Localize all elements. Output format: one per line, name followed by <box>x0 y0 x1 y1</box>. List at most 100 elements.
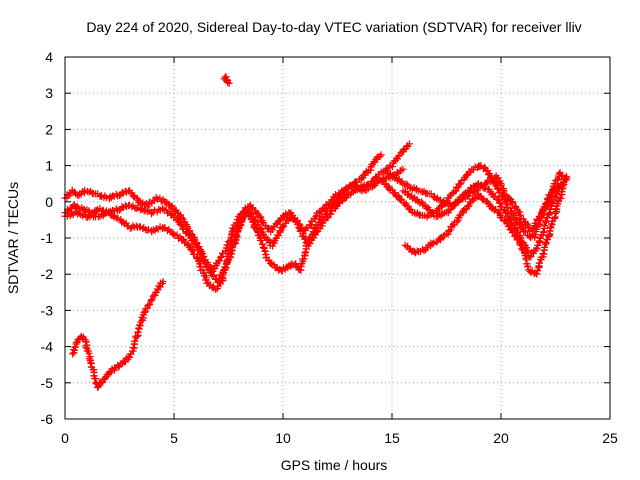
data-point-marker <box>537 213 545 221</box>
data-point-marker <box>464 203 472 211</box>
data-point-marker <box>360 171 368 179</box>
data-point-marker <box>148 295 156 303</box>
data-point-marker <box>445 227 453 235</box>
data-point-marker <box>297 226 305 234</box>
y-tick-label: -1 <box>41 230 54 246</box>
y-tick-label: -4 <box>41 339 54 355</box>
data-point-marker <box>399 165 407 173</box>
data-point-marker <box>524 248 532 256</box>
data-point-marker <box>300 255 308 263</box>
data-point-marker <box>502 219 510 227</box>
data-point-marker <box>495 208 503 216</box>
y-tick-label: -6 <box>41 411 54 427</box>
data-point-marker <box>189 247 197 255</box>
data-point-marker <box>512 203 520 211</box>
data-point-marker <box>415 211 423 219</box>
data-point-marker <box>517 241 525 249</box>
data-point-marker <box>530 225 538 233</box>
data-point-marker <box>558 185 566 193</box>
data-point-marker <box>494 195 502 203</box>
data-point-marker <box>372 179 380 187</box>
data-point-marker <box>178 214 186 222</box>
data-point-marker <box>469 189 477 197</box>
y-tick-label: -2 <box>41 266 54 282</box>
data-point-marker <box>134 328 142 336</box>
data-point-marker <box>249 218 257 226</box>
data-point-marker <box>232 230 240 238</box>
data-point-marker <box>412 210 420 218</box>
data-point-marker <box>533 245 541 253</box>
data-point-marker <box>101 374 109 382</box>
data-point-marker <box>257 236 265 244</box>
data-point-marker <box>525 224 533 232</box>
data-point-marker <box>532 219 540 227</box>
y-tick-label: 1 <box>45 158 53 174</box>
y-axis-label: SDTVAR / TECUs <box>5 182 21 294</box>
x-tick-label: 20 <box>493 430 509 446</box>
data-point-marker <box>328 203 336 211</box>
data-point-marker <box>402 180 410 188</box>
x-tick-label: 10 <box>275 430 291 446</box>
data-point-marker <box>419 188 427 196</box>
data-point-marker <box>422 189 430 197</box>
data-point-marker <box>84 212 92 220</box>
data-point-marker <box>159 277 167 285</box>
x-tick-label: 15 <box>384 430 400 446</box>
data-point-marker <box>453 218 461 226</box>
data-point-marker <box>514 235 522 243</box>
data-point-marker <box>115 192 123 200</box>
data-point-marker <box>417 198 425 206</box>
axis-ticks: 0 5 10 15 20 25 -6 -5 -4 -3 -2 -1 0 1 2 3 4 <box>41 49 618 446</box>
data-point-marker <box>554 180 562 188</box>
data-point-marker <box>456 180 464 188</box>
data-point-marker <box>146 300 154 308</box>
y-tick-label: -3 <box>41 302 54 318</box>
data-point-marker <box>562 172 570 180</box>
data-point-marker <box>147 297 155 305</box>
data-point-marker <box>526 253 534 261</box>
data-point-marker <box>226 244 234 252</box>
y-tick-label: 0 <box>45 194 53 210</box>
data-point-marker <box>541 243 549 251</box>
data-point-marker <box>455 197 463 205</box>
data-point-marker <box>115 206 123 214</box>
x-tick-label: 0 <box>61 430 69 446</box>
data-point-marker <box>545 209 553 217</box>
y-tick-label: 4 <box>45 49 53 65</box>
x-tick-label: 25 <box>602 430 618 446</box>
data-point-marker <box>513 216 521 224</box>
data-point-marker <box>304 239 312 247</box>
data-point-marker <box>74 210 82 218</box>
x-tick-label: 5 <box>170 430 178 446</box>
data-point-marker <box>114 361 122 369</box>
y-tick-label: 2 <box>45 121 53 137</box>
data-point-marker <box>258 240 266 248</box>
data-points <box>61 73 571 392</box>
data-point-marker <box>215 257 223 265</box>
data-point-marker <box>536 259 544 267</box>
data-point-marker <box>506 215 514 223</box>
data-point-marker <box>244 209 252 217</box>
data-point-marker <box>541 222 549 230</box>
data-point-marker <box>148 210 156 218</box>
data-point-marker <box>94 384 102 392</box>
data-point-marker <box>178 221 186 229</box>
y-tick-label: 3 <box>45 85 53 101</box>
data-point-marker <box>133 332 141 340</box>
data-point-marker <box>87 359 95 367</box>
data-point-marker <box>383 165 391 173</box>
data-point-marker <box>132 222 140 230</box>
data-point-marker <box>252 226 260 234</box>
data-point-marker <box>223 76 231 84</box>
data-point-marker <box>310 225 318 233</box>
data-point-marker <box>544 198 552 206</box>
data-point-marker <box>69 350 77 358</box>
data-point-marker <box>221 73 229 81</box>
data-point-marker <box>88 189 96 197</box>
data-point-marker <box>152 194 160 202</box>
data-point-marker <box>141 308 149 316</box>
data-point-marker <box>494 174 502 182</box>
data-point-marker <box>377 151 385 159</box>
